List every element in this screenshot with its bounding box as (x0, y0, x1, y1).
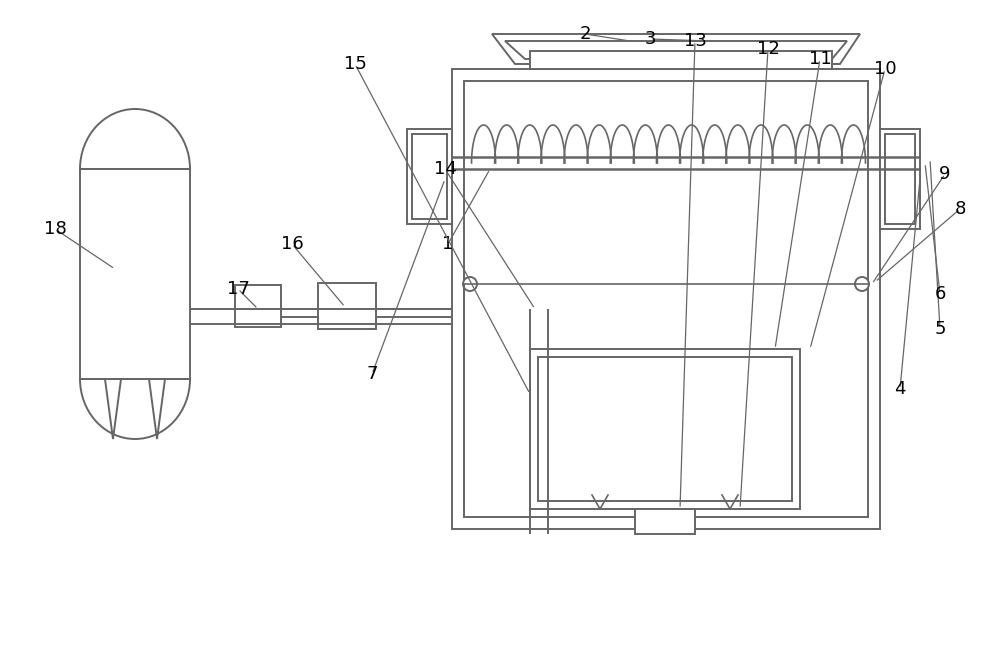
Text: 1: 1 (442, 235, 454, 253)
Bar (318, 283, 376, 329)
Text: 11: 11 (809, 50, 831, 68)
Polygon shape (492, 34, 860, 64)
Text: 14: 14 (434, 160, 456, 178)
Text: 13: 13 (684, 32, 706, 50)
Text: 18: 18 (44, 220, 66, 238)
Bar (464, 81, 868, 517)
Text: 2: 2 (579, 25, 591, 43)
Bar (80, 169, 190, 379)
Bar (235, 285, 281, 327)
Polygon shape (505, 41, 847, 59)
Text: 10: 10 (874, 60, 896, 78)
Bar (635, 509, 695, 534)
Bar (885, 134, 915, 224)
Text: 9: 9 (939, 165, 951, 183)
Text: 15: 15 (344, 55, 366, 73)
Bar (530, 349, 800, 509)
Bar (452, 69, 880, 529)
Bar (412, 134, 447, 219)
Bar (530, 51, 832, 69)
Text: 7: 7 (366, 365, 378, 383)
Bar (538, 357, 792, 501)
Polygon shape (149, 379, 165, 439)
Text: 12: 12 (757, 40, 779, 58)
Text: 3: 3 (644, 30, 656, 48)
Text: 4: 4 (894, 380, 906, 398)
Text: 6: 6 (934, 285, 946, 303)
Bar (407, 129, 452, 224)
Circle shape (463, 277, 477, 291)
Text: 16: 16 (281, 235, 303, 253)
Circle shape (855, 277, 869, 291)
Text: 5: 5 (934, 320, 946, 338)
Text: 8: 8 (954, 200, 966, 218)
Text: 17: 17 (227, 280, 249, 298)
Polygon shape (105, 379, 121, 439)
Bar (880, 129, 920, 229)
